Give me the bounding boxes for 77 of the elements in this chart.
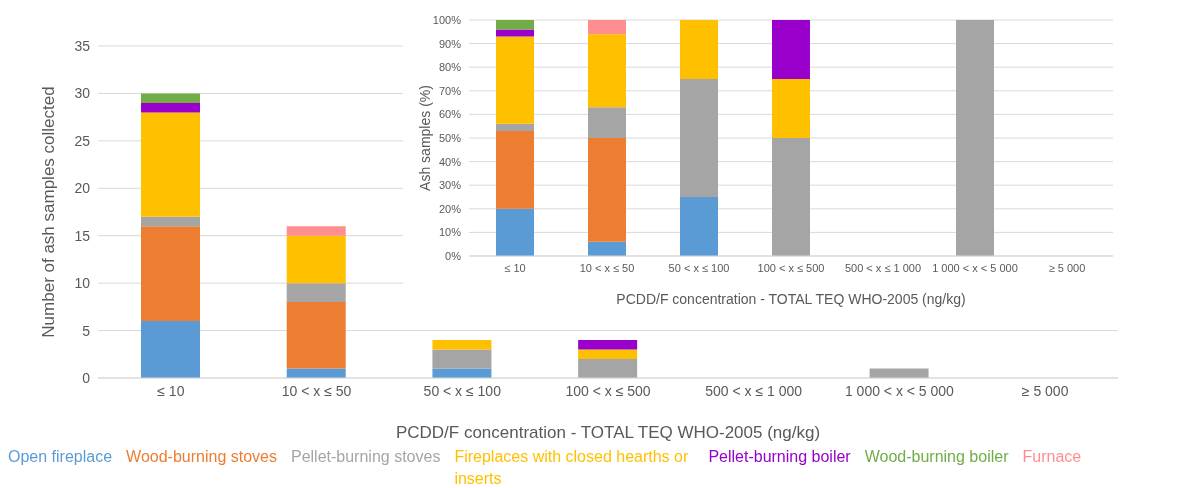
bar: [588, 34, 626, 108]
bar: [578, 359, 638, 378]
x-tick-label: 500 < x ≤ 1 000: [844, 261, 922, 274]
y-tick-label: 90%: [438, 37, 462, 50]
y-tick-label: 5: [82, 322, 91, 339]
x-tick-label: 100 < x ≤ 500: [565, 382, 651, 399]
bar: [588, 138, 626, 242]
bar: [432, 349, 492, 369]
y-tick-label: 100%: [432, 13, 462, 26]
bar: [588, 107, 626, 138]
bar: [496, 130, 534, 209]
text: Pellet-burning boiler: [708, 447, 851, 467]
y-tick-label: 35: [74, 37, 91, 54]
bar: [496, 36, 534, 124]
bar: [286, 226, 346, 236]
bar: [496, 208, 534, 256]
y-tick-label: 10: [74, 275, 91, 292]
bar: [141, 321, 200, 378]
text: Fireplaces with closed hearths or inserts: [454, 447, 690, 488]
text: Open fireplace: [8, 447, 113, 467]
y-tick-label: 60%: [438, 108, 462, 121]
y-axis-title: Number of ash samples collected: [39, 86, 59, 338]
y-tick-label: 30%: [438, 179, 462, 192]
y-tick-label: 20: [74, 180, 91, 197]
bar: [286, 302, 346, 369]
bar: [286, 283, 346, 303]
y-tick-label: 25: [74, 132, 91, 149]
bar: [578, 349, 638, 360]
y-tick-label: 80%: [438, 61, 462, 74]
bar: [680, 79, 718, 197]
x-tick-label: 10 < x ≤ 50: [579, 261, 635, 274]
bar: [141, 93, 200, 103]
bar: [496, 123, 534, 131]
bar: [141, 112, 200, 217]
y-tick-label: 15: [74, 227, 91, 244]
bar: [496, 29, 534, 37]
bar: [496, 20, 534, 30]
bar: [141, 226, 200, 322]
x-tick-label: ≤ 10: [504, 261, 526, 274]
bar: [286, 235, 346, 284]
y-tick-label: 0: [82, 369, 91, 386]
x-tick-label: 500 < x ≤ 1 000: [705, 382, 803, 399]
x-axis-title: PCDD/F concentration - TOTAL TEQ WHO-2005 (ng/kg): [616, 291, 966, 307]
text: Pellet-burning stoves: [290, 447, 441, 467]
text: Wood-burning stoves: [126, 447, 277, 467]
bar: [956, 20, 994, 256]
bar: [588, 241, 626, 256]
y-axis-title: Ash samples (%): [416, 85, 433, 191]
y-tick-label: 0%: [445, 249, 462, 262]
x-tick-label: 1 000 < x < 5 000: [844, 382, 955, 399]
y-tick-label: 10%: [438, 226, 462, 239]
bar: [772, 79, 810, 138]
x-tick-label: ≥ 5 000: [1048, 261, 1086, 274]
bar: [432, 340, 492, 350]
x-tick-label: 50 < x ≤ 100: [668, 261, 730, 274]
text: Wood-burning boiler: [864, 447, 1009, 467]
bar: [141, 102, 200, 113]
x-tick-label: 1 000 < x < 5 000: [932, 261, 1018, 274]
bar: [141, 216, 200, 227]
bar: [772, 20, 810, 79]
y-tick-label: 50%: [438, 131, 462, 144]
text: Furnace: [1022, 447, 1082, 467]
bar: [772, 138, 810, 256]
bar: [588, 20, 626, 35]
x-tick-label: 10 < x ≤ 50: [281, 382, 352, 399]
y-tick-label: 30: [74, 85, 91, 102]
bar: [578, 340, 638, 350]
x-tick-label: 50 < x ≤ 100: [423, 382, 502, 399]
y-tick-label: 40%: [438, 155, 462, 168]
x-tick-label: ≤ 10: [157, 382, 185, 399]
x-axis-title: PCDD/F concentration - TOTAL TEQ WHO-2005 (ng/kg): [395, 423, 821, 442]
x-tick-label: ≥ 5 000: [1021, 382, 1069, 399]
bar: [680, 20, 718, 79]
y-tick-label: 20%: [438, 202, 462, 215]
x-tick-label: 100 < x ≤ 500: [757, 261, 825, 274]
bar: [680, 197, 718, 256]
y-tick-label: 70%: [438, 84, 462, 97]
